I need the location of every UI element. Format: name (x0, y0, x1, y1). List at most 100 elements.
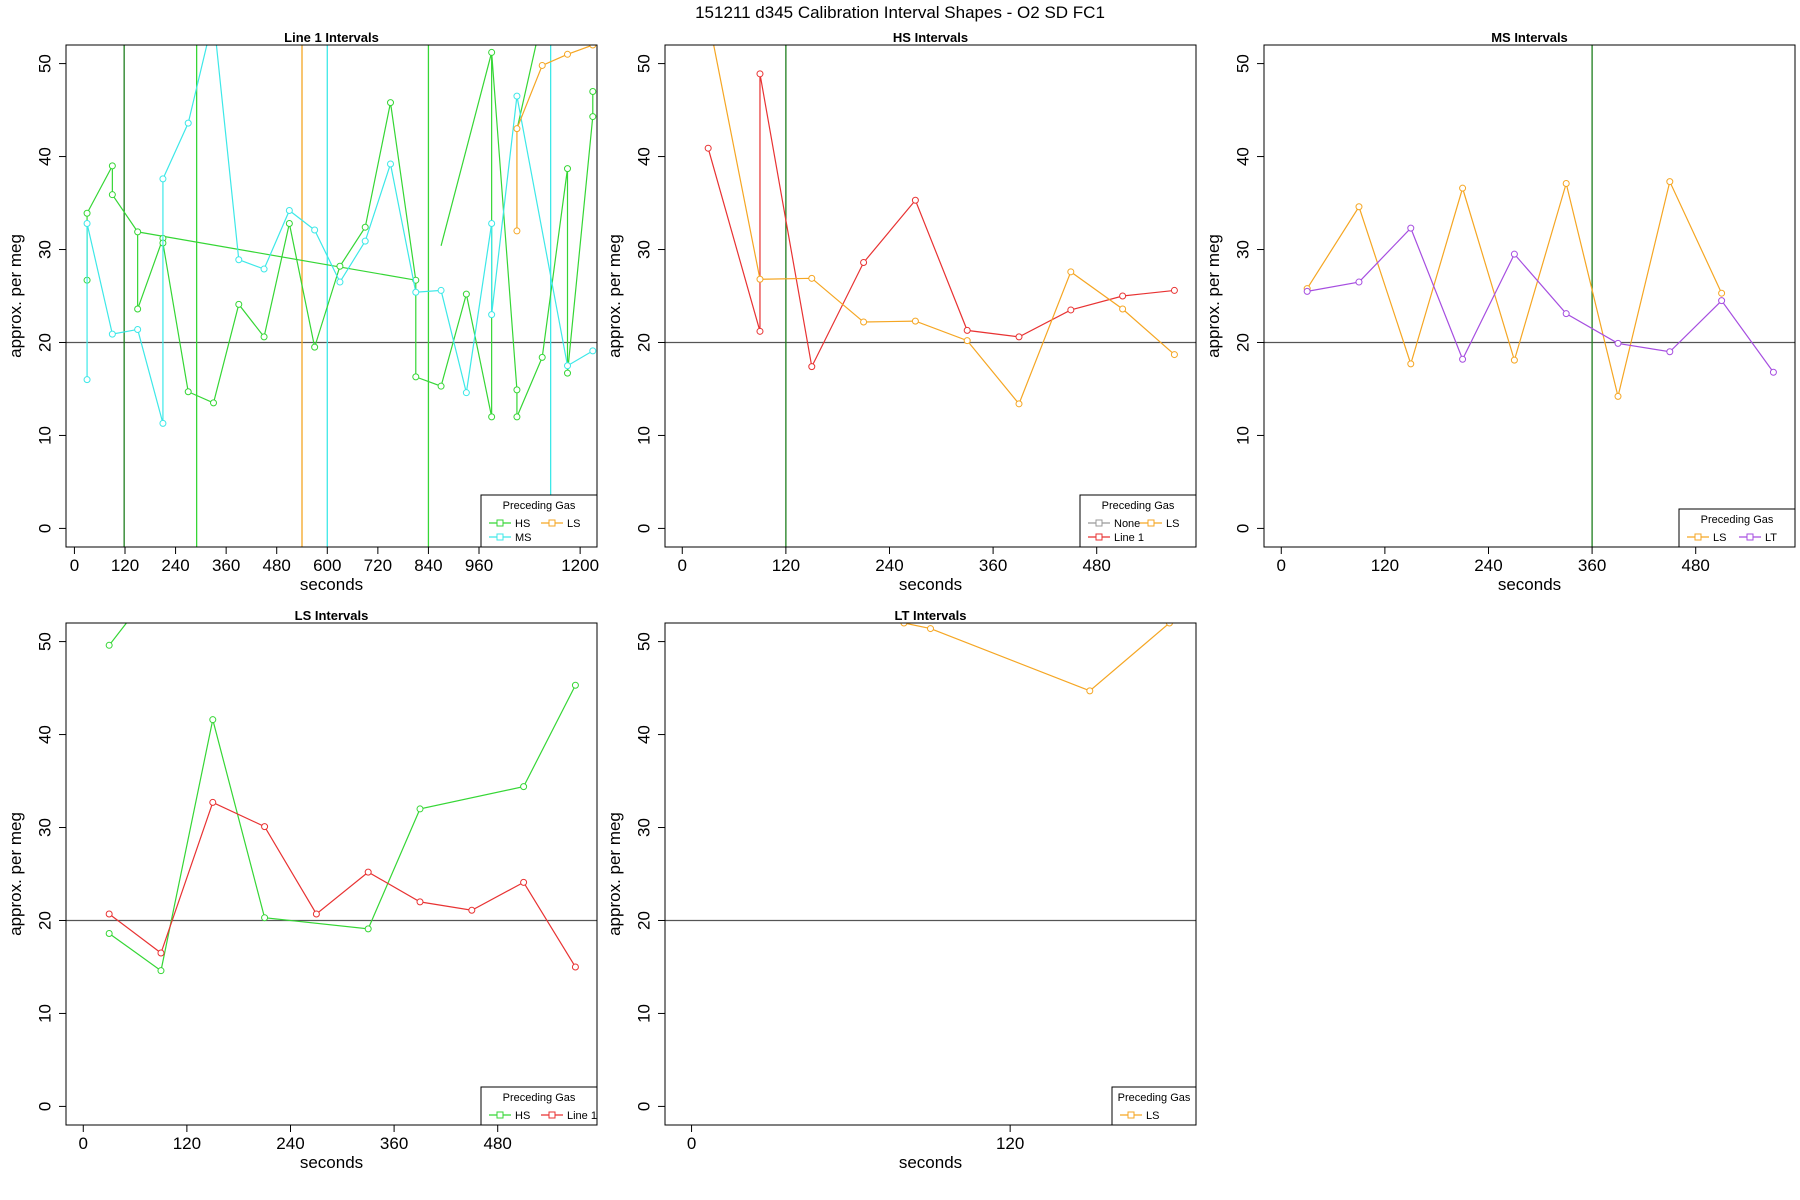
data-point (260, 265, 268, 273)
data-point (589, 113, 597, 121)
series-line-1 (105, 798, 579, 971)
data-point (387, 160, 394, 168)
data-point (538, 61, 546, 69)
x-tick-label: 480 (1682, 556, 1710, 575)
data-point (589, 87, 597, 95)
data-point (184, 388, 192, 396)
plot-frame (65, 622, 598, 1126)
y-tick-label: 20 (35, 333, 54, 352)
x-tick-label: 360 (212, 556, 240, 575)
series-hs (83, 45, 597, 421)
data-point (261, 914, 269, 922)
panel-title: HS Intervals (893, 30, 968, 45)
data-point (538, 353, 546, 361)
data-point (1407, 224, 1415, 232)
data-point (312, 910, 320, 918)
y-tick-label: 30 (35, 818, 54, 837)
data-point (1614, 392, 1622, 400)
panel-title: LT Intervals (894, 608, 966, 623)
data-point (462, 290, 470, 298)
legend-label: Line 1 (567, 1110, 597, 1122)
data-point (1769, 368, 1777, 376)
data-point (1459, 184, 1467, 192)
panel-ms-intervals: MS Intervals 0 120 240 360 480 0 10 20 30 40 50 seco… (1204, 30, 1796, 594)
data-point (513, 413, 521, 421)
data-point (564, 165, 571, 173)
x-tick-label: 120 (111, 556, 139, 575)
data-point (564, 50, 571, 58)
legend-title: Preceding Gas (1701, 514, 1774, 526)
x-tick-label: 480 (1083, 556, 1111, 575)
y-tick-label: 30 (634, 818, 653, 837)
data-point (1015, 400, 1023, 408)
x-tick-label: 240 (1474, 556, 1502, 575)
x-tick-label: 0 (70, 556, 79, 575)
series-line-1 (704, 70, 1178, 371)
legend-swatch-marker (1095, 533, 1103, 541)
data-point (412, 288, 420, 296)
x-tick-label: 480 (484, 1134, 512, 1153)
x-tick-label: 240 (875, 556, 903, 575)
data-point (911, 196, 919, 204)
x-tick-label: 120 (996, 1134, 1024, 1153)
series-ls (1303, 178, 1726, 400)
legend-entry-hs: HS (489, 1110, 530, 1122)
data-point (105, 641, 113, 649)
legend-entry-ls: LS (1140, 518, 1179, 530)
data-point (462, 389, 470, 397)
data-point (963, 337, 971, 345)
data-point (488, 311, 496, 319)
data-point (83, 219, 91, 227)
x-tick-label: 0 (1277, 556, 1286, 575)
data-point (927, 625, 934, 633)
data-point (311, 226, 319, 234)
data-point (808, 363, 816, 371)
data-point (83, 376, 91, 384)
series-ms (83, 45, 597, 427)
data-point (468, 906, 476, 914)
data-point (1170, 351, 1178, 359)
y-tick-label: 50 (634, 54, 653, 73)
data-point (1562, 180, 1570, 188)
series-line-hs (108, 685, 576, 972)
x-axis-label: seconds (899, 1153, 962, 1172)
legend-entry-ms: MS (489, 532, 532, 544)
data-point (1718, 289, 1726, 297)
series-ls (900, 623, 1173, 695)
data-point (589, 347, 597, 355)
y-tick-label: 50 (35, 632, 54, 651)
data-point (134, 305, 142, 313)
series-line-ls (903, 623, 1170, 692)
x-axis-label: seconds (300, 575, 363, 594)
y-tick-label: 20 (1233, 333, 1252, 352)
y-tick-label: 0 (35, 524, 54, 533)
y-tick-label: 10 (1233, 426, 1252, 445)
x-tick-label: 360 (380, 1134, 408, 1153)
x-tick-label: 120 (1371, 556, 1399, 575)
y-tick-label: 50 (1233, 54, 1252, 73)
data-point (571, 681, 579, 689)
data-point (184, 119, 192, 127)
data-point (159, 175, 167, 183)
legend-box (480, 1086, 598, 1126)
legend-box (1111, 1086, 1197, 1126)
plot-frame (664, 44, 1197, 548)
data-point (285, 206, 293, 214)
series-line-hs (86, 52, 594, 418)
data-point (1303, 287, 1311, 295)
data-point (285, 219, 293, 227)
data-point (361, 237, 369, 245)
x-tick-label: 0 (678, 556, 687, 575)
y-tick-label: 40 (634, 147, 653, 166)
y-tick-label: 30 (634, 240, 653, 259)
data-point (860, 259, 868, 267)
y-tick-label: 10 (35, 1004, 54, 1023)
legend: Preceding Gas None LS Line 1 (1079, 494, 1197, 548)
data-point (963, 326, 971, 334)
x-tick-label: 960 (465, 556, 493, 575)
data-point (564, 362, 571, 370)
plot-frame (664, 622, 1197, 1126)
x-axis-label: seconds (899, 575, 962, 594)
data-point (364, 925, 372, 933)
